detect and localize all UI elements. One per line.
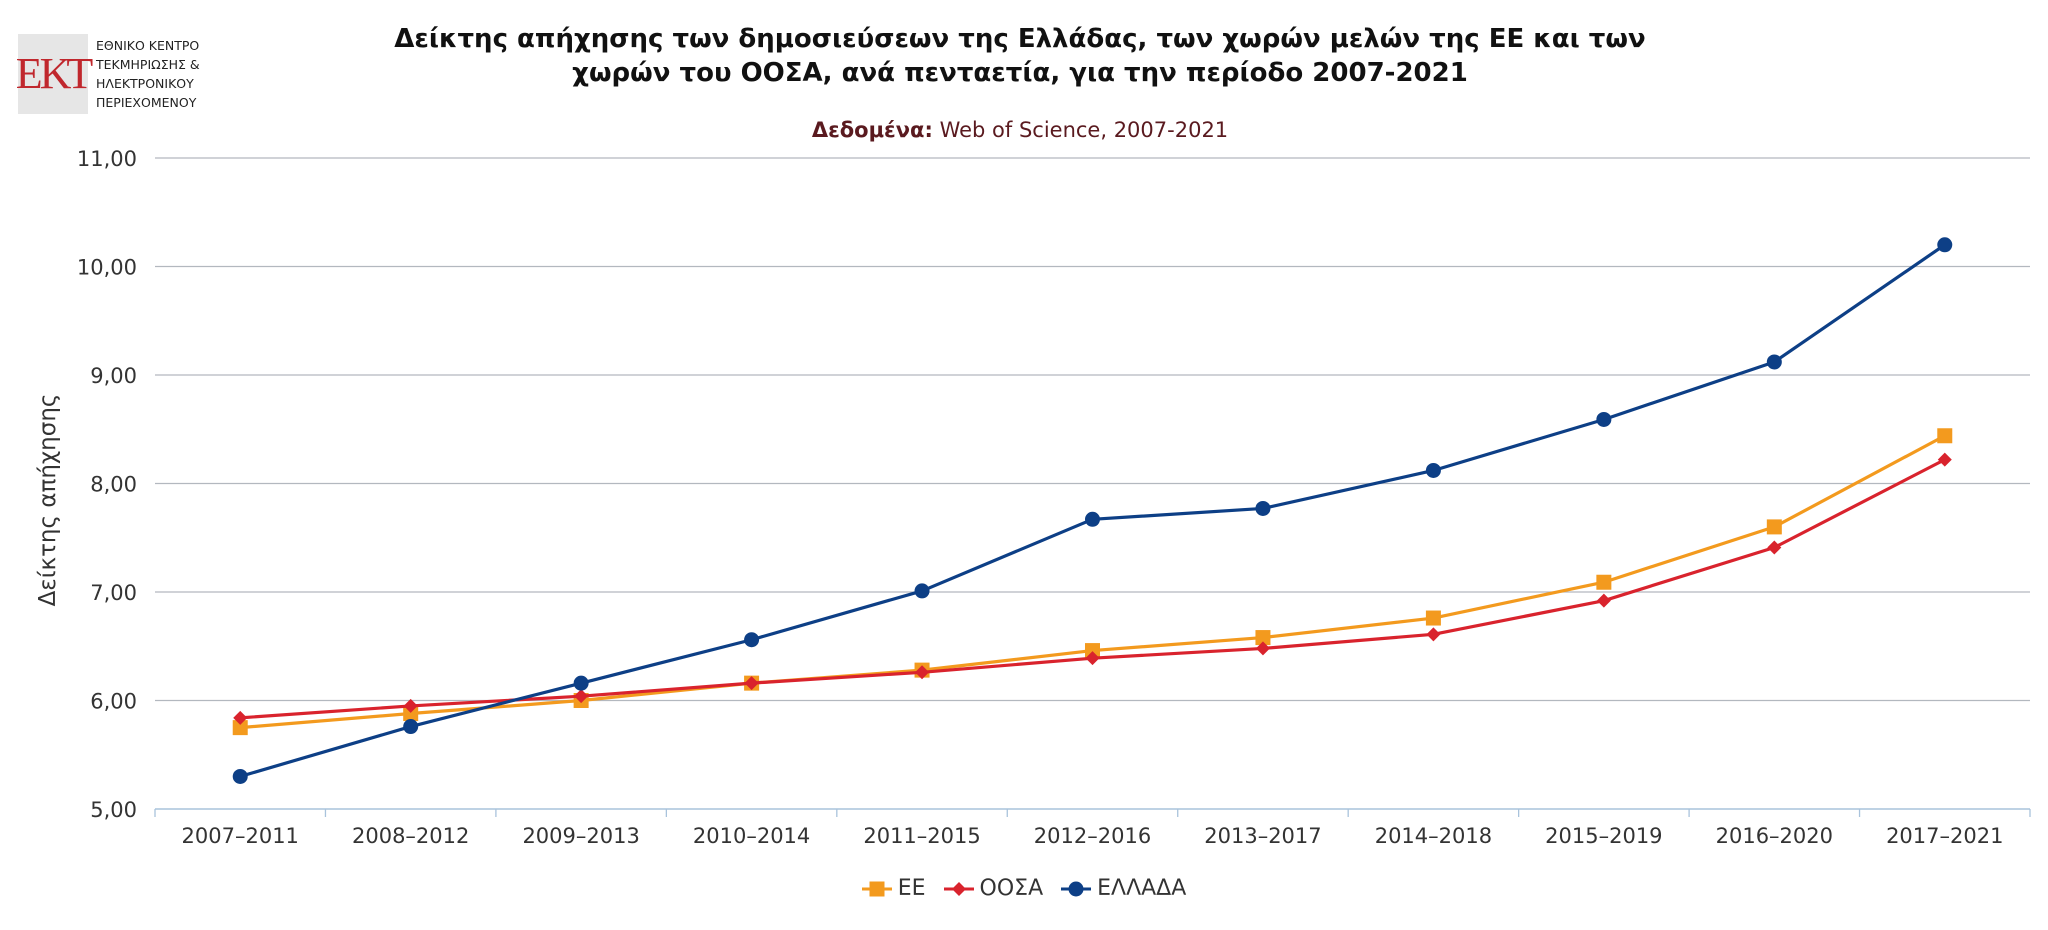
x-tick-label: 2008–2012: [352, 824, 469, 848]
logo-line-2: ΤΕΚΜΗΡΙΩΣΗΣ &: [96, 57, 200, 72]
chart-subtitle: Δεδομένα: Web of Science, 2007-2021: [330, 118, 1710, 142]
subtitle-label: Δεδομένα:: [811, 118, 933, 142]
logo-line-1: ΕΘΝΙΚΟ ΚΕΝΤΡΟ: [96, 38, 200, 53]
data-point-ellada: [744, 632, 760, 648]
chart-title-line-1: Δείκτης απήχησης των δημοσιεύσεων της Ελ…: [394, 24, 1646, 54]
legend-label-oosa: ΟΟΣΑ: [979, 876, 1044, 901]
data-point-ellada: [914, 583, 930, 599]
x-tick-label: 2012–2016: [1034, 824, 1151, 848]
x-tick-label: 2014–2018: [1375, 824, 1492, 848]
legend-swatch-oosa: [943, 881, 974, 896]
data-point-ee: [403, 706, 419, 722]
subtitle-source: Web of Science, 2007-2021: [932, 118, 1229, 142]
data-point-oosa: [1255, 641, 1270, 656]
data-point-oosa: [1085, 651, 1100, 666]
logo-line-3: ΗΛΕΚΤΡΟΝΙΚΟΥ: [96, 76, 194, 91]
data-point-ellada: [1937, 237, 1953, 253]
data-point-oosa: [1426, 627, 1441, 642]
ekt-logo-letters: ΕΚΤ: [15, 49, 94, 98]
y-tick-label: 8,00: [90, 473, 137, 497]
legend-swatch-ee: [861, 881, 892, 896]
x-tick-label: 2011–2015: [863, 824, 980, 848]
legend-item-ellada: ΕΛΛΑΔΑ: [1061, 876, 1186, 901]
series-line-oosa: [240, 458, 1946, 720]
chart-legend: ΕΕ ΟΟΣΑ ΕΛΛΑΔΑ: [0, 876, 2048, 901]
logo-line-4: ΠΕΡΙΕΧΟΜΕΝΟΥ: [96, 95, 197, 110]
x-tick-label: 2007–2011: [182, 824, 299, 848]
y-tick-label: 11,00: [77, 147, 137, 171]
legend-swatch-ellada: [1061, 881, 1092, 896]
legend-label-ee: ΕΕ: [897, 876, 926, 901]
legend-item-ee: ΕΕ: [861, 876, 926, 901]
x-tick-label: 2016–2020: [1716, 824, 1833, 848]
series-line-ellada: [239, 243, 1946, 778]
ekt-logo-text: ΕΘΝΙΚΟ ΚΕΝΤΡΟ ΤΕΚΜΗΡΙΩΣΗΣ & ΗΛΕΚΤΡΟΝΙΚΟΥ…: [96, 36, 216, 112]
data-point-oosa: [744, 676, 759, 691]
data-point-ellada: [403, 719, 419, 735]
data-point-oosa: [1596, 593, 1611, 608]
y-tick-label: 7,00: [90, 581, 137, 605]
data-point-ee: [1425, 610, 1441, 626]
data-point-oosa: [1767, 540, 1782, 555]
data-point-oosa: [233, 710, 248, 725]
y-tick-label: 6,00: [90, 690, 137, 714]
y-tick-label: 5,00: [90, 798, 137, 822]
y-tick-label: 10,00: [77, 256, 137, 280]
data-point-ellada: [1596, 411, 1612, 427]
data-point-ellada: [573, 675, 589, 691]
legend-marker-ee: [869, 881, 885, 896]
x-tick-label: 2010–2014: [693, 824, 810, 848]
data-point-oosa: [1937, 452, 1952, 467]
legend-marker-ellada: [1068, 881, 1084, 896]
x-tick-label: 2013–2017: [1204, 824, 1321, 848]
data-point-ee: [232, 720, 248, 736]
data-point-oosa: [915, 665, 930, 680]
chart-title-line-2: χωρών του ΟΟΣΑ, ανά πενταετία, για την π…: [572, 58, 1468, 88]
legend-label-ellada: ΕΛΛΑΔΑ: [1097, 876, 1187, 901]
x-tick-label: 2015–2019: [1545, 824, 1662, 848]
data-point-ee: [1937, 428, 1953, 444]
legend-marker-oosa: [951, 881, 966, 896]
data-point-ee: [1255, 630, 1271, 646]
x-tick-label: 2017–2021: [1886, 824, 2003, 848]
data-point-ellada: [1766, 354, 1782, 370]
data-point-ee: [1766, 519, 1782, 535]
ekt-logo-mark: ΕΚΤ: [15, 34, 94, 114]
chart-title: Δείκτης απήχησης των δημοσιεύσεων της Ελ…: [330, 22, 1710, 90]
data-point-oosa: [574, 689, 589, 704]
y-tick-label: 9,00: [90, 364, 137, 388]
data-point-ellada: [1255, 500, 1271, 516]
series-line-ee: [240, 434, 1946, 730]
data-point-ellada: [232, 768, 248, 784]
data-point-oosa: [403, 698, 418, 713]
data-point-ee: [1085, 643, 1100, 659]
data-point-ee: [1596, 574, 1612, 590]
legend-item-oosa: ΟΟΣΑ: [943, 876, 1044, 901]
data-point-ellada: [1085, 511, 1100, 527]
x-tick-label: 2009–2013: [522, 824, 639, 848]
ekt-logo: ΕΚΤ ΕΘΝΙΚΟ ΚΕΝΤΡΟ ΤΕΚΜΗΡΙΩΣΗΣ & ΗΛΕΚΤΡΟΝ…: [15, 34, 208, 114]
data-point-ellada: [1425, 462, 1441, 478]
